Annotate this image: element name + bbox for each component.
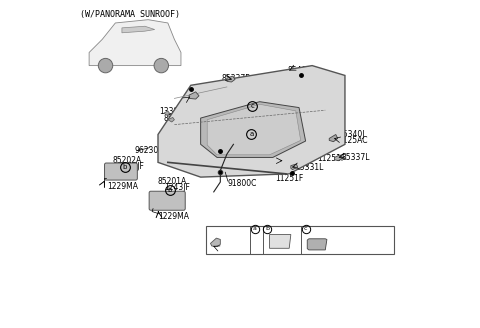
Polygon shape [227, 76, 235, 82]
Text: 85340L: 85340L [279, 154, 308, 163]
Polygon shape [201, 102, 306, 157]
Text: 85337R: 85337R [222, 74, 252, 83]
Text: X86271: X86271 [273, 232, 302, 241]
Text: c: c [250, 103, 254, 109]
Polygon shape [189, 92, 199, 99]
Text: (W/PANORAMA SUNROOF): (W/PANORAMA SUNROOF) [80, 10, 180, 19]
Text: 86332B: 86332B [184, 97, 214, 106]
Polygon shape [168, 117, 174, 122]
Text: 91800C: 91800C [228, 179, 257, 188]
Text: 85337L: 85337L [341, 153, 370, 162]
Text: 96230G: 96230G [134, 146, 165, 155]
Text: b: b [168, 187, 172, 193]
Text: 1125AC: 1125AC [338, 136, 368, 145]
Text: 11251F: 11251F [202, 91, 230, 100]
Text: 1125AC: 1125AC [241, 82, 271, 92]
FancyBboxPatch shape [149, 191, 185, 210]
Text: 1229MA: 1229MA [107, 182, 138, 192]
Polygon shape [329, 134, 338, 142]
Text: 85202A: 85202A [113, 155, 142, 165]
Polygon shape [210, 238, 220, 247]
Text: 1125AC: 1125AC [279, 159, 309, 169]
Text: 1229MA: 1229MA [216, 244, 247, 253]
Text: 11251F: 11251F [317, 154, 345, 163]
Polygon shape [270, 235, 291, 248]
Polygon shape [291, 164, 298, 170]
Polygon shape [122, 26, 155, 33]
FancyBboxPatch shape [105, 163, 137, 180]
Text: 90467C: 90467C [314, 231, 344, 240]
Polygon shape [164, 111, 169, 115]
Polygon shape [158, 66, 345, 177]
Text: 92615E: 92615E [310, 240, 339, 249]
Text: 85401: 85401 [288, 66, 312, 75]
Text: 1243JF: 1243JF [119, 162, 144, 171]
Text: 11251F: 11251F [209, 98, 237, 107]
Text: 1338AD: 1338AD [160, 107, 190, 116]
Text: 1229MA: 1229MA [159, 212, 190, 221]
Text: 85340M: 85340M [164, 114, 195, 123]
Text: REF. 91-828: REF. 91-828 [345, 233, 386, 238]
Text: b: b [265, 226, 269, 232]
Circle shape [98, 58, 113, 73]
Text: b: b [122, 164, 127, 170]
Text: X86271: X86271 [273, 227, 302, 236]
Text: 85331L: 85331L [295, 163, 324, 172]
Polygon shape [335, 155, 342, 161]
Polygon shape [307, 239, 327, 250]
Text: 11251F: 11251F [276, 174, 304, 183]
Text: 1243JF: 1243JF [164, 183, 190, 193]
Text: 85201A: 85201A [158, 177, 187, 186]
Polygon shape [207, 104, 300, 155]
Text: 85340J: 85340J [338, 130, 365, 139]
Circle shape [154, 58, 168, 73]
Text: 85235: 85235 [222, 235, 246, 244]
Text: a: a [253, 226, 257, 232]
Text: 96576: 96576 [351, 239, 375, 248]
Polygon shape [89, 20, 181, 66]
Text: a: a [249, 131, 253, 137]
Text: 92879: 92879 [314, 236, 338, 245]
Text: 96575A: 96575A [349, 243, 379, 253]
Text: c: c [304, 226, 307, 232]
Bar [205, 226, 394, 254]
Text: 85340K: 85340K [220, 103, 250, 112]
